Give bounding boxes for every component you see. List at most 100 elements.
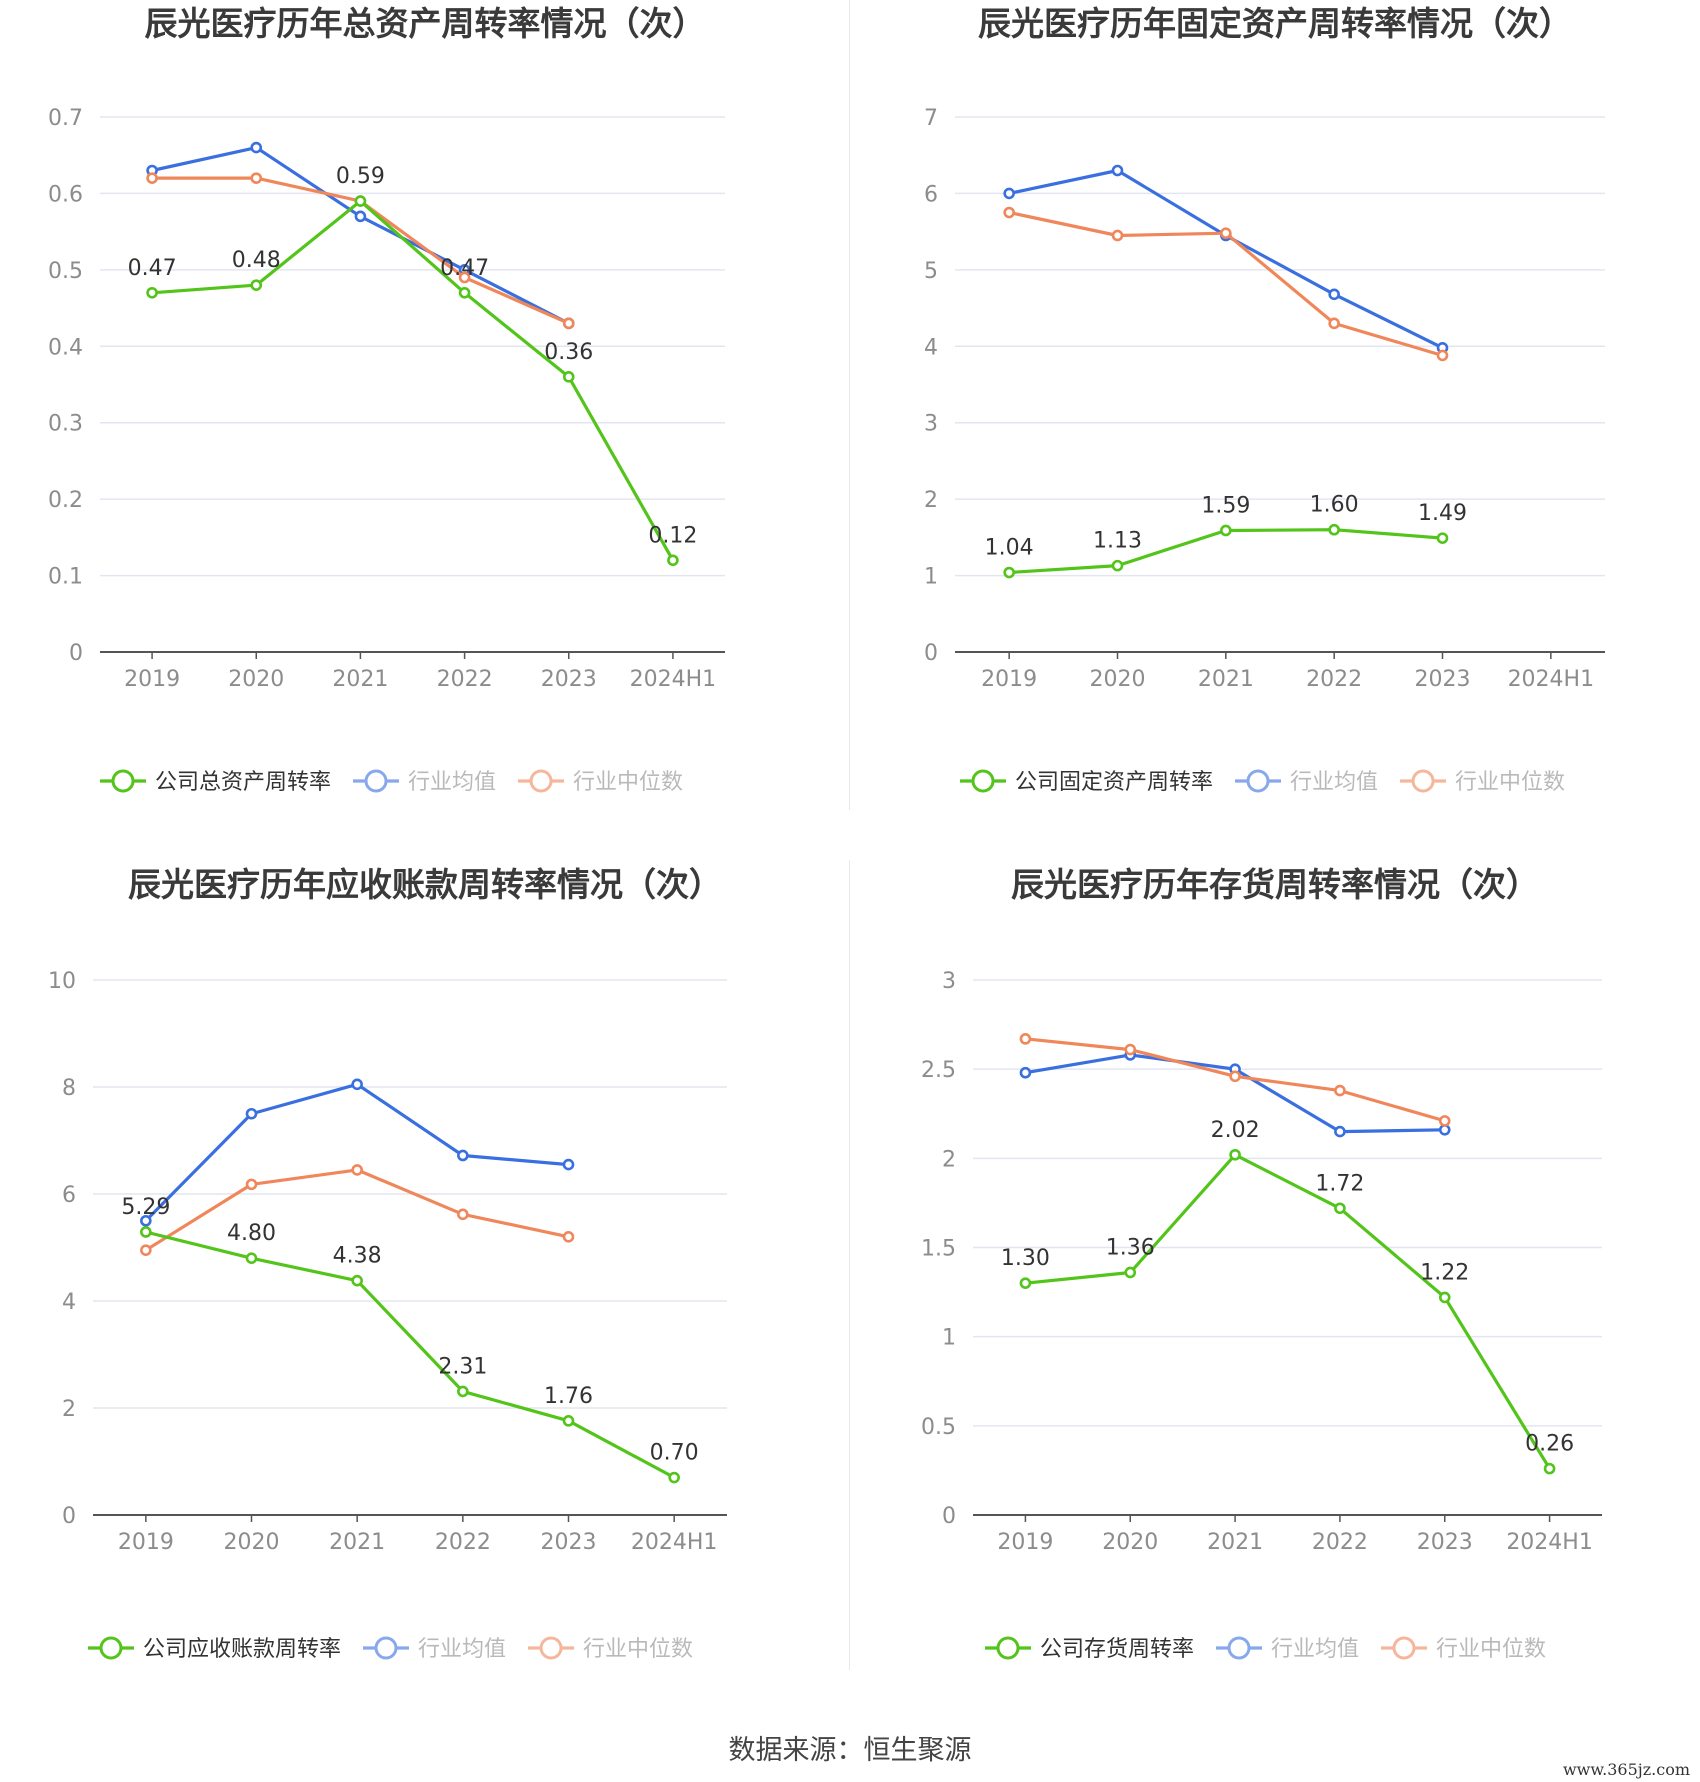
x-tick-label: 2023 <box>541 667 597 692</box>
data-point-median <box>140 1244 152 1256</box>
x-tick-label: 2023 <box>541 1530 597 1555</box>
y-tick-label: 2 <box>924 488 938 513</box>
data-label: 1.22 <box>1420 1260 1469 1285</box>
legend-marker <box>374 1636 398 1660</box>
data-point-median <box>457 1208 469 1221</box>
legend-item-median: 行业中位数 <box>1400 769 1565 795</box>
y-tick-label: 2 <box>62 1397 76 1422</box>
y-tick-label: 10 <box>48 969 76 994</box>
legend-item-avg: 行业均值 <box>353 769 496 795</box>
y-tick-label: 3 <box>924 412 938 437</box>
data-point-company <box>1003 566 1015 579</box>
chart-panel-fixed-asset-turnover: 辰光医疗历年固定资产周转率情况（次） 0 1 2 3 4 5 6 7 2019 2020 2021 20… <box>850 0 1700 860</box>
legend-marker <box>539 1636 563 1660</box>
chart-panel-inventory-turnover: 辰光医疗历年存货周转率情况（次） 0 0.5 1 1.5 2 2.5 3 2019 2020 202… <box>850 860 1700 1720</box>
data-label: 0.48 <box>232 248 281 273</box>
y-tick-label: 0 <box>942 1504 956 1529</box>
data-point-company <box>1543 1462 1556 1475</box>
x-tick-label: 2023 <box>1415 667 1471 692</box>
series-line-company <box>151 199 675 562</box>
data-point-median <box>1220 227 1232 239</box>
x-tick-label: 2019 <box>118 1530 174 1555</box>
data-point-company <box>250 279 263 291</box>
x-tick-label: 2020 <box>1102 1530 1158 1555</box>
legend-marker <box>1246 769 1270 793</box>
data-point-company <box>458 286 471 299</box>
data-point-median <box>562 317 575 330</box>
y-tick-label: 7 <box>924 106 938 131</box>
data-label: 1.76 <box>544 1384 593 1409</box>
legend-item-median: 行业中位数 <box>518 769 683 795</box>
data-point-median <box>250 172 263 184</box>
legend-marker <box>529 769 553 793</box>
data-point-avg <box>1334 1125 1346 1138</box>
line-chart-total-asset-turnover: 辰光医疗历年总资产周转率情况（次） 0 0.1 0.2 0.3 0.4 0.5 0.6 0.7 2… <box>48 4 725 795</box>
series-line-avg <box>1008 168 1444 350</box>
data-label: 1.60 <box>1310 493 1359 518</box>
data-point-avg <box>140 1214 152 1227</box>
legend-label: 公司总资产周转率 <box>155 770 331 795</box>
y-tick-label: 3 <box>942 969 956 994</box>
legend-label: 行业中位数 <box>1455 770 1565 795</box>
y-tick-label: 4 <box>924 335 938 360</box>
x-tick-label: 2020 <box>228 667 284 692</box>
data-label: 0.70 <box>650 1441 699 1466</box>
data-point-median <box>458 271 471 284</box>
data-point-avg <box>250 141 263 154</box>
x-tick-label: 2022 <box>1306 667 1362 692</box>
legend-label: 公司存货周转率 <box>1040 1637 1194 1662</box>
legend-label: 行业中位数 <box>583 1637 693 1662</box>
data-point-company <box>562 1415 575 1427</box>
data-point-median <box>1124 1043 1137 1056</box>
data-point-avg <box>562 1158 575 1171</box>
data-point-company <box>146 286 158 299</box>
chart-panel-receivables-turnover: 辰光医疗历年应收账款周转率情况（次） 0 2 4 6 8 10 2019 2020 2021 202… <box>0 860 850 1720</box>
legend-label: 行业均值 <box>408 770 496 795</box>
y-tick-label: 0 <box>62 1504 76 1529</box>
data-label: 1.36 <box>1106 1235 1155 1260</box>
data-label: 0.12 <box>648 523 697 548</box>
data-point-median <box>1328 317 1340 330</box>
data-point-median <box>146 172 158 184</box>
legend-marker <box>971 769 995 793</box>
chart-title: 辰光医疗历年存货周转率情况（次） <box>1011 865 1539 904</box>
x-tick-label: 2021 <box>1198 667 1254 692</box>
legend-label: 公司固定资产周转率 <box>1015 770 1213 795</box>
chart-panel-total-asset-turnover: 辰光医疗历年总资产周转率情况（次） 0 0.1 0.2 0.3 0.4 0.5 0.6 0.7 2… <box>0 0 850 860</box>
x-tick-label: 2021 <box>1207 1530 1263 1555</box>
data-label: 1.59 <box>1201 493 1250 518</box>
data-point-company <box>1328 523 1340 536</box>
data-point-median <box>1436 349 1449 362</box>
x-tick-label: 2022 <box>437 667 493 692</box>
y-tick-label: 0.7 <box>48 106 83 131</box>
data-point-company <box>668 1471 680 1484</box>
data-point-company <box>351 1274 363 1287</box>
data-point-median <box>1334 1084 1346 1097</box>
y-tick-label: 2 <box>942 1147 956 1172</box>
data-point-median <box>1229 1070 1241 1083</box>
panel-divider-top <box>849 0 850 810</box>
legend-item-avg: 行业均值 <box>363 1636 506 1662</box>
data-point-company <box>354 195 367 207</box>
data-point-avg <box>1019 1066 1032 1079</box>
legend-item-company: 公司存货周转率 <box>985 1636 1194 1662</box>
legend-marker <box>111 769 135 793</box>
y-tick-label: 6 <box>924 182 938 207</box>
y-tick-label: 0 <box>924 641 938 666</box>
data-point-median <box>562 1230 575 1243</box>
data-point-company <box>457 1385 469 1398</box>
legend-label: 行业中位数 <box>1436 1637 1546 1662</box>
legend-marker <box>1227 1636 1251 1660</box>
legend-item-avg: 行业均值 <box>1216 1636 1359 1662</box>
legend-label: 行业均值 <box>1271 1637 1359 1662</box>
data-label: 2.02 <box>1211 1118 1260 1143</box>
line-chart-fixed-asset-turnover: 辰光医疗历年固定资产周转率情况（次） 0 1 2 3 4 5 6 7 2019 2020 2021 20… <box>924 4 1605 795</box>
x-tick-label: 2021 <box>332 667 388 692</box>
legend-label: 公司应收账款周转率 <box>143 1637 341 1662</box>
data-point-company <box>1111 559 1124 572</box>
legend-item-company: 公司应收账款周转率 <box>88 1636 341 1662</box>
legend-marker <box>364 769 388 793</box>
x-tick-label: 2022 <box>1312 1530 1368 1555</box>
data-label: 1.49 <box>1418 501 1467 526</box>
data-point-company <box>1438 1291 1451 1304</box>
